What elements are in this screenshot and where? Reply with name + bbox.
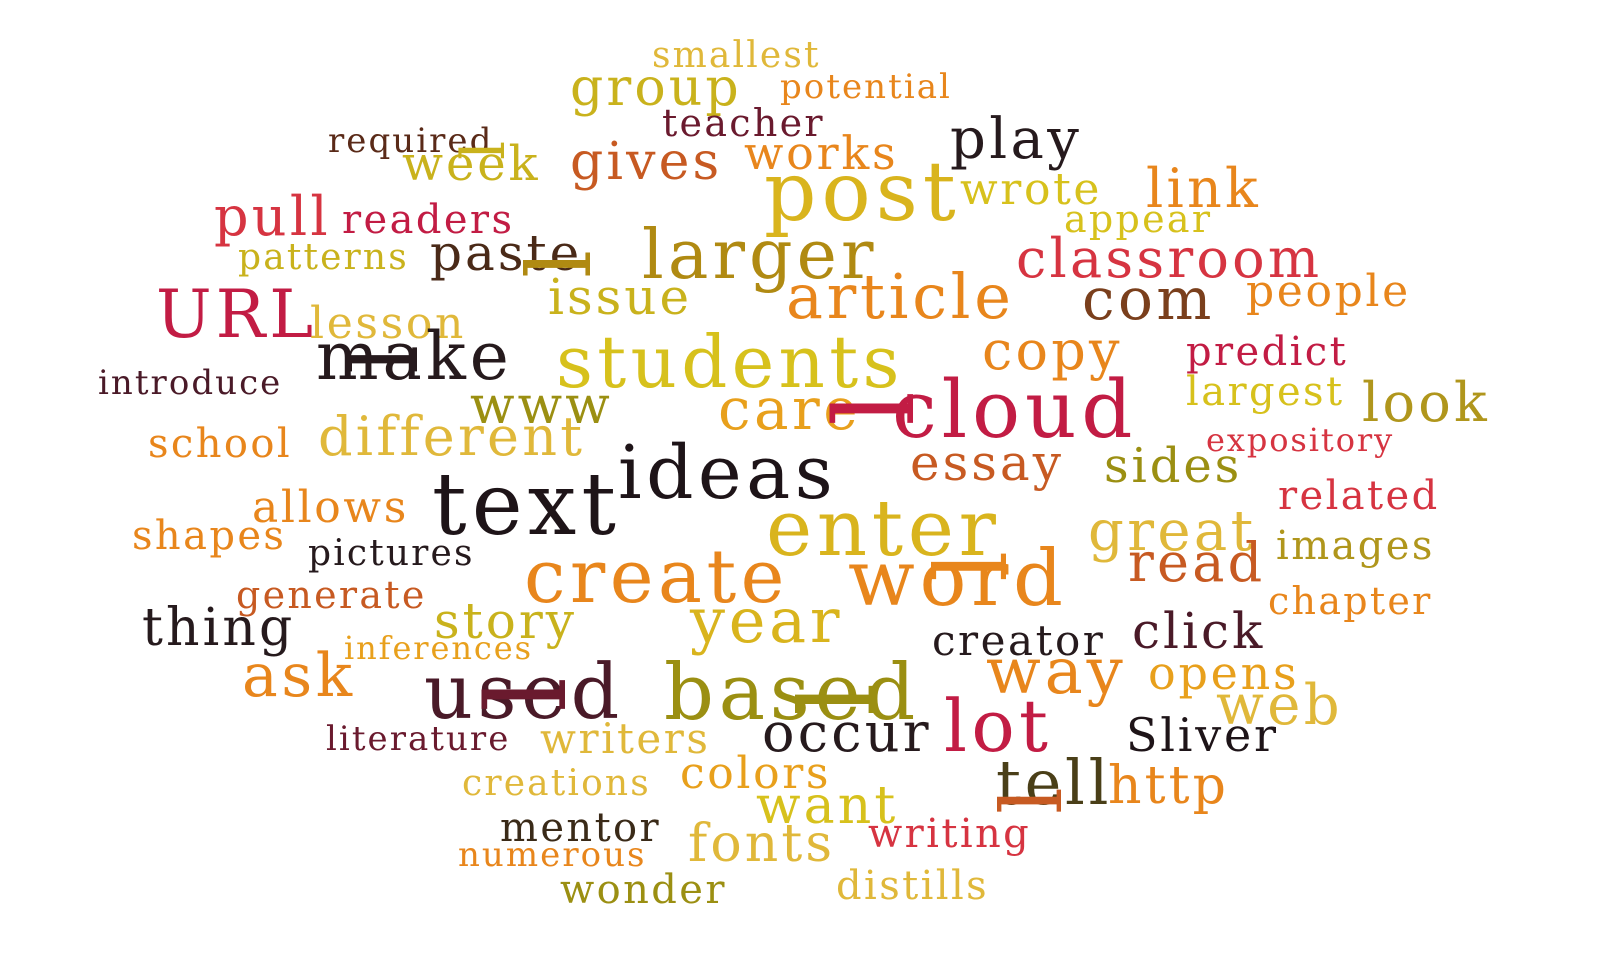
word-vertical-l: l [983,782,1081,814]
word-vertical-l: l [916,544,1030,582]
word-mentor: mentor [500,805,662,851]
word-introduce: introduce [98,363,283,403]
word-thing: thing [142,598,296,658]
word-wonder: wonder [560,867,727,913]
word-predict: predict [1186,329,1349,375]
word-works: works [744,126,899,180]
word-look: look [1362,371,1490,434]
word-group: group [570,58,742,118]
word-vertical-l: l [811,384,939,426]
word-www: www [470,376,613,436]
word-pictures: pictures [308,533,475,574]
word-used: used [424,647,624,736]
word-inferences: inferences [344,629,533,667]
word-enter: enter [766,484,1001,574]
word-smallest: smallest [652,35,821,76]
word-teacher: teacher [662,101,825,145]
word-http: http [1108,756,1230,816]
word-creations: creations [462,763,651,804]
word-great: great [1088,499,1257,564]
word-expository: expository [1206,421,1395,459]
word-link: link [1146,157,1262,220]
word-fonts: fonts [688,814,836,874]
word-play: play [950,107,1083,172]
word-story: story [434,592,578,650]
word-word: word [848,534,1068,624]
word-copy: copy [982,319,1123,382]
word-related: related [1278,473,1440,519]
word-way: way [986,635,1127,709]
word-wrote: wrote [960,164,1103,215]
word-school: school [148,421,293,467]
word-pull: pull [214,185,331,248]
word-allows: allows [252,482,409,533]
word-year: year [690,584,844,657]
word-images: images [1276,523,1435,569]
word-creator: creator [932,616,1106,665]
word-shapes: shapes [132,513,287,559]
word-make: make [316,318,513,395]
word-generate: generate [236,573,427,617]
word-required: required [328,121,494,161]
word-readers: readers [342,197,515,243]
word-read: read [1128,531,1266,594]
word-web: web [1216,673,1344,738]
word-writers: writers [540,714,711,763]
word-vertical-l: l [508,244,611,278]
word-based: based [664,648,920,738]
word-Sliver: Sliver [1126,708,1279,762]
word-paste: paste [430,224,583,282]
word-classroom: classroom [1016,227,1323,290]
word-sides: sides [1104,438,1243,494]
word-largest: largest [1186,369,1345,415]
word-chapter: chapter [1268,579,1433,623]
word-article: article [786,260,1015,333]
word-essay: essay [910,434,1064,492]
word-week: week [402,136,541,192]
word-vertical-l: l [332,339,439,374]
word-com: com [1082,265,1215,333]
word-click: click [1132,602,1266,660]
word-care: care [718,375,862,443]
word-distills: distills [836,863,990,909]
word-URL: URL [156,276,318,353]
word-tell: tell [996,746,1113,819]
word-students: students [556,320,904,404]
word-potential: potential [780,67,952,107]
word-literature: literature [326,719,511,759]
word-vertical-l: l [449,137,519,160]
word-vertical-l: l [463,670,591,712]
word-create: create [524,534,789,620]
word-colors: colors [680,748,832,799]
word-vertical-l: l [777,676,899,716]
word-cloud: cloud [892,363,1138,456]
word-text: text [432,455,622,555]
word-writing: writing [868,811,1032,857]
word-ask: ask [242,641,356,711]
word-opens: opens [1148,646,1300,700]
word-lot: lot [944,684,1053,768]
word-lesson: lesson [310,298,466,349]
word-patterns: patterns [238,237,409,278]
word-gives: gives [570,132,723,192]
word-occur: occur [762,701,932,764]
word-issue: issue [548,268,693,326]
word-ideas: ideas [618,430,838,516]
word-appear: appear [1064,197,1213,241]
word-larger: larger [642,216,878,295]
word-people: people [1246,266,1411,317]
word-different: different [318,405,586,468]
word-post: post [764,145,961,240]
word-want: want [756,776,899,836]
word-numerous: numerous [458,835,647,875]
